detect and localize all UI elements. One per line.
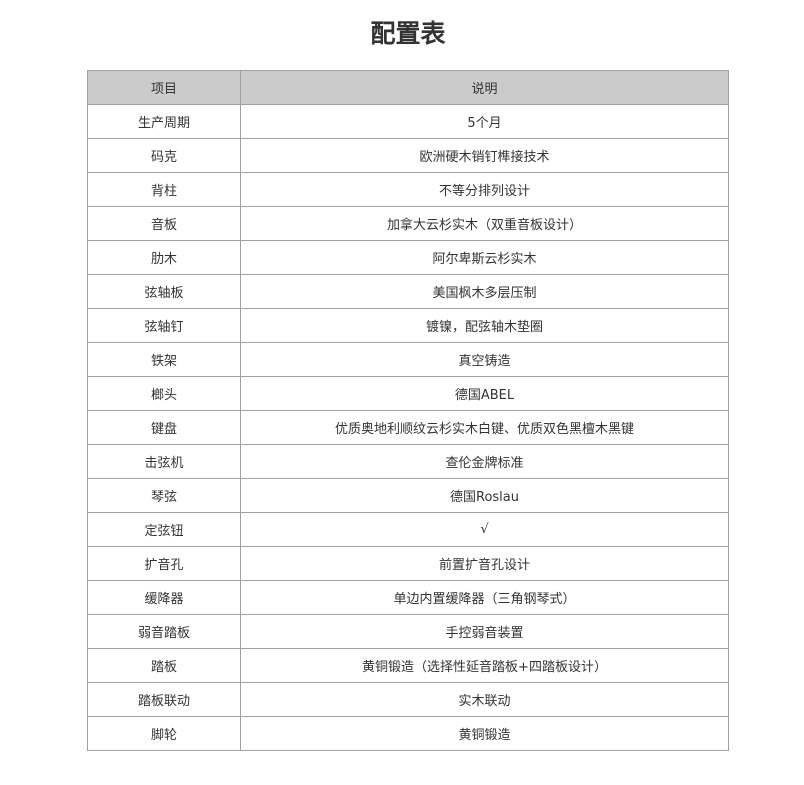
item-cell: 弦轴板 [87,274,241,309]
item-cell: 弦轴钉 [87,308,241,343]
table-row: 缓降器 单边内置缓降器（三角钢琴式） [87,580,729,615]
description-cell: 黄铜锻造 [240,716,729,751]
description-cell: 镀镍，配弦轴木垫圈 [240,308,729,343]
table-row: 弦轴钉 镀镍，配弦轴木垫圈 [87,308,729,343]
table-row: 脚轮 黄铜锻造 [87,716,729,751]
description-cell: √ [240,512,729,547]
description-cell: 优质奥地利顺纹云杉实木白键、优质双色黑檀木黑键 [240,410,729,445]
table-row: 弦轴板 美国枫木多层压制 [87,274,729,309]
description-cell: 真空铸造 [240,342,729,377]
item-cell: 弱音踏板 [87,614,241,649]
table-row: 肋木 阿尔卑斯云杉实木 [87,240,729,275]
table-row: 击弦机 查伦金牌标准 [87,444,729,479]
page-title: 配置表 [370,19,446,48]
description-cell: 美国枫木多层压制 [240,274,729,309]
item-cell: 音板 [87,206,241,241]
table-row: 踏板 黄铜锻造（选择性延音踏板+四踏板设计） [87,648,729,683]
item-cell: 踏板 [87,648,241,683]
item-cell: 键盘 [87,410,241,445]
description-cell: 欧洲硬木销钉榫接技术 [240,138,729,173]
table-row: 弱音踏板 手控弱音装置 [87,614,729,649]
description-cell: 加拿大云杉实木（双重音板设计） [240,206,729,241]
item-cell: 脚轮 [87,716,241,751]
description-cell: 单边内置缓降器（三角钢琴式） [240,580,729,615]
item-cell: 铁架 [87,342,241,377]
table-row: 踏板联动 实木联动 [87,682,729,717]
table-header-row: 项目 说明 [87,70,729,105]
description-cell: 德国ABEL [240,376,729,411]
item-cell: 琴弦 [87,478,241,513]
table-row: 扩音孔 前置扩音孔设计 [87,546,729,581]
description-cell: 查伦金牌标准 [240,444,729,479]
item-cell: 踏板联动 [87,682,241,717]
description-cell: 前置扩音孔设计 [240,546,729,581]
item-cell: 榔头 [87,376,241,411]
item-cell: 定弦钮 [87,512,241,547]
item-cell: 肋木 [87,240,241,275]
item-cell: 扩音孔 [87,546,241,581]
item-cell: 码克 [87,138,241,173]
description-cell: 5个月 [240,104,729,139]
table-row: 键盘 优质奥地利顺纹云杉实木白键、优质双色黑檀木黑键 [87,410,729,445]
description-cell: 实木联动 [240,682,729,717]
description-cell: 不等分排列设计 [240,172,729,207]
table-row: 琴弦 德国Roslau [87,478,729,513]
table-row: 背柱 不等分排列设计 [87,172,729,207]
description-cell: 阿尔卑斯云杉实木 [240,240,729,275]
table-row: 铁架 真空铸造 [87,342,729,377]
table-body: 生产周期 5个月 码克 欧洲硬木销钉榫接技术 背柱 不等分排列设计 音板 加拿大云杉实木（双重… [87,104,729,751]
item-cell: 生产周期 [87,104,241,139]
header-description: 说明 [240,70,729,105]
config-table: 项目 说明 生产周期 5个月 码克 欧洲硬木销钉榫接技术 背柱 不等分排列设计 音板 加拿大云… [87,70,729,751]
header-item: 项目 [87,70,241,105]
description-cell: 德国Roslau [240,478,729,513]
table-row: 码克 欧洲硬木销钉榫接技术 [87,138,729,173]
table-row: 定弦钮 √ [87,512,729,547]
table-row: 榔头 德国ABEL [87,376,729,411]
item-cell: 缓降器 [87,580,241,615]
description-cell: 手控弱音装置 [240,614,729,649]
table-row: 生产周期 5个月 [87,104,729,139]
item-cell: 背柱 [87,172,241,207]
table-row: 音板 加拿大云杉实木（双重音板设计） [87,206,729,241]
item-cell: 击弦机 [87,444,241,479]
description-cell: 黄铜锻造（选择性延音踏板+四踏板设计） [240,648,729,683]
